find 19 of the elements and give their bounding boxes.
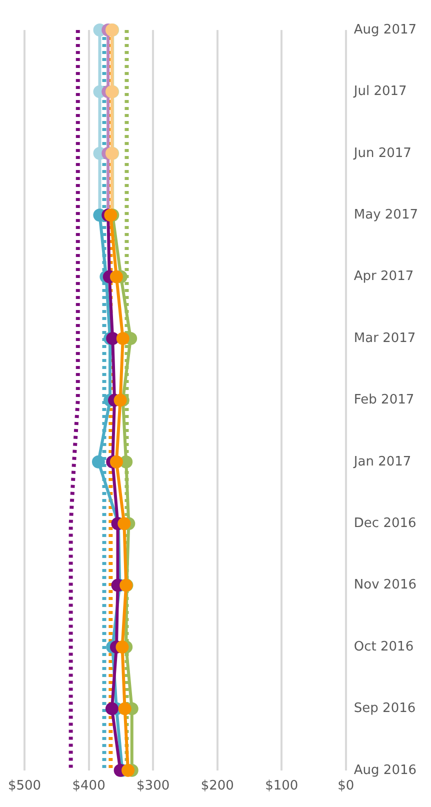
y-tick-label: Dec 2016 — [354, 516, 416, 531]
y-tick-label: Apr 2017 — [354, 269, 414, 284]
y-tick-label: Oct 2016 — [354, 639, 414, 654]
x-tick-label: $100 — [265, 778, 298, 794]
y-tick-label: Aug 2017 — [354, 22, 417, 38]
x-tick-label: $200 — [200, 778, 234, 794]
y-tick-label: Feb 2017 — [354, 392, 414, 408]
x-tick-label: $0 — [338, 778, 354, 794]
y-tick-label: Sep 2016 — [354, 701, 416, 716]
y-tick-label: Jun 2017 — [352, 146, 412, 161]
y-tick-label: May 2017 — [354, 207, 418, 222]
x-tick-label: $500 — [8, 778, 42, 794]
x-tick-label: $400 — [72, 778, 106, 794]
y-tick-label: Aug 2016 — [354, 762, 417, 778]
x-tick-label: $300 — [136, 778, 170, 794]
y-tick-label: Nov 2016 — [354, 578, 416, 593]
y-tick-label: Jul 2017 — [352, 84, 407, 100]
y-tick-label: Jan 2017 — [352, 454, 412, 470]
y-tick-label: Mar 2017 — [354, 330, 416, 346]
